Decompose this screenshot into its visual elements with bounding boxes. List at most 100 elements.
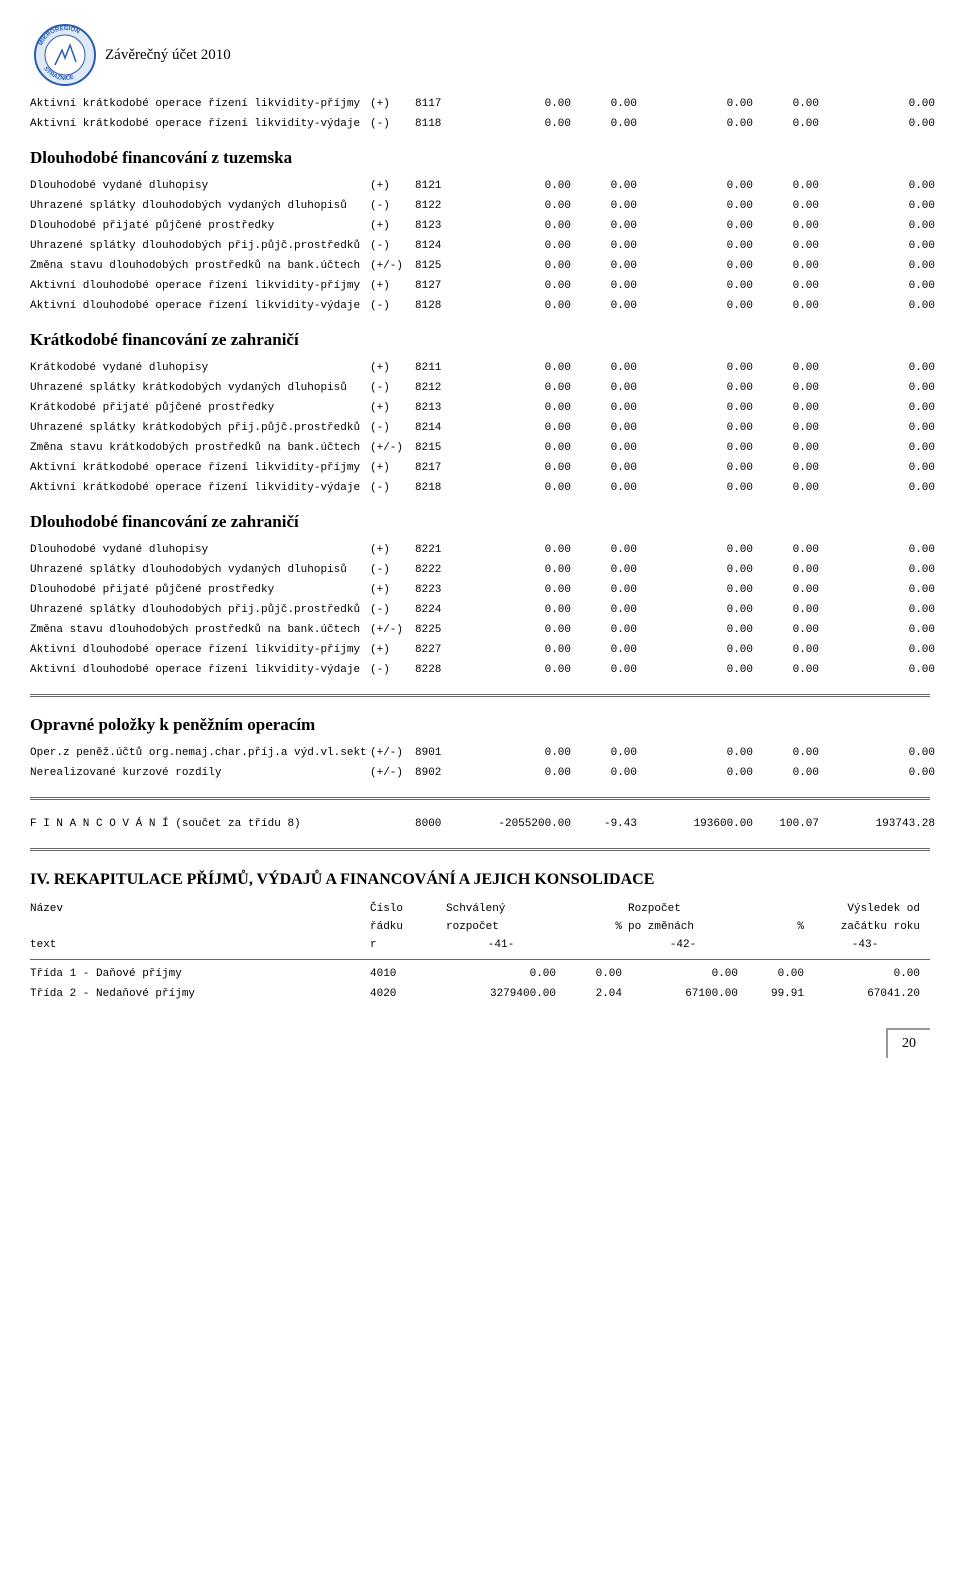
row-c2: 0.00	[571, 462, 637, 474]
row-c3: 0.00	[637, 200, 753, 212]
row-c4: 0.00	[753, 422, 819, 434]
row-label: Aktivní dlouhodobé operace řízení likvid…	[30, 280, 370, 292]
row-sign: (-)	[370, 300, 415, 312]
row-c5: 0.00	[819, 260, 935, 272]
row-c3: 0.00	[637, 422, 753, 434]
row-c3: 0.00	[637, 624, 753, 636]
row-c1: 3279400.00	[440, 988, 556, 1000]
row-sign: (+)	[370, 362, 415, 374]
row-c4: 0.00	[753, 118, 819, 130]
row-c2: 0.00	[571, 544, 637, 556]
row-c4: 0.00	[753, 564, 819, 576]
row-code: 8124	[415, 240, 455, 252]
row-c4: 0.00	[753, 200, 819, 212]
total-row: F I N A N C O V Á N Í (součet za třídu 8…	[30, 818, 930, 830]
row-c4: 0.00	[753, 664, 819, 676]
h-rozpocet: Rozpočet	[622, 903, 738, 915]
row-c5: 0.00	[819, 362, 935, 374]
row-c2: 0.00	[571, 747, 637, 759]
row-sign: (+)	[370, 180, 415, 192]
row-label: Dlouhodobé vydané dluhopisy	[30, 180, 370, 192]
row-code: 8122	[415, 200, 455, 212]
row-c3: 0.00	[637, 584, 753, 596]
table-row: Změna stavu dlouhodobých prostředků na b…	[30, 260, 930, 272]
row-code: 8221	[415, 544, 455, 556]
row-c5: 0.00	[819, 382, 935, 394]
row-c5: 0.00	[819, 482, 935, 494]
row-code: 8902	[415, 767, 455, 779]
row-c4: 0.00	[753, 644, 819, 656]
total-label: F I N A N C O V Á N Í (součet za třídu 8…	[30, 818, 370, 830]
row-label: Uhrazené splátky dlouhodobých přij.půjč.…	[30, 604, 370, 616]
row-c5: 0.00	[819, 624, 935, 636]
row-c5: 0.00	[819, 767, 935, 779]
divider	[30, 797, 930, 800]
row-c1: 0.00	[455, 544, 571, 556]
row-c5: 0.00	[819, 280, 935, 292]
divider	[30, 848, 930, 851]
document-header: MIKROREGION STRÁŽNICE Závěrečný účet 201…	[30, 20, 930, 90]
table-row: Uhrazené splátky dlouhodobých přij.půjč.…	[30, 240, 930, 252]
row-sign: (+)	[370, 644, 415, 656]
section-dlouho-zahranici: Dlouhodobé financování ze zahraničí	[30, 512, 930, 532]
row-c5: 0.00	[819, 584, 935, 596]
total-c1: -2055200.00	[455, 818, 571, 830]
recap-header-2: řádku rozpočet % po změnách % začátku ro…	[30, 921, 930, 933]
h-r: r	[370, 939, 440, 951]
h-42: -42-	[622, 939, 738, 951]
row-code: 8215	[415, 442, 455, 454]
row-c1: 0.00	[455, 402, 571, 414]
row-c4: 0.00	[753, 98, 819, 110]
row-c4: 0.00	[753, 362, 819, 374]
row-c4: 0.00	[753, 584, 819, 596]
row-c5: 0.00	[819, 604, 935, 616]
row-label: Třída 1 - Daňové příjmy	[30, 968, 370, 980]
row-label: Aktivní krátkodobé operace řízení likvid…	[30, 482, 370, 494]
row-c3: 0.00	[637, 442, 753, 454]
h-43: -43-	[804, 939, 920, 951]
row-c3: 0.00	[637, 98, 753, 110]
row-c1: 0.00	[455, 300, 571, 312]
row-label: Nerealizované kurzové rozdíly	[30, 767, 370, 779]
row-c1: 0.00	[455, 422, 571, 434]
row-label: Aktivní dlouhodobé operace řízení likvid…	[30, 664, 370, 676]
row-code: 8128	[415, 300, 455, 312]
row-c4: 0.00	[753, 300, 819, 312]
row-sign: (-)	[370, 422, 415, 434]
h-rozpocet2: rozpočet	[440, 921, 556, 933]
row-label: Aktivní krátkodobé operace řízení likvid…	[30, 462, 370, 474]
row-sign: (+/-)	[370, 767, 415, 779]
row-c4: 0.00	[738, 968, 804, 980]
row-c2: 0.00	[571, 584, 637, 596]
row-c3: 0.00	[637, 220, 753, 232]
row-label: Uhrazené splátky dlouhodobých vydaných d…	[30, 200, 370, 212]
table-row: Dlouhodobé vydané dluhopisy(+)81210.000.…	[30, 180, 930, 192]
row-c4: 0.00	[753, 604, 819, 616]
row-c2: 0.00	[571, 624, 637, 636]
row-c3: 0.00	[637, 644, 753, 656]
row-c3: 0.00	[637, 564, 753, 576]
row-code: 8123	[415, 220, 455, 232]
row-c2: 0.00	[571, 482, 637, 494]
row-c5: 0.00	[819, 422, 935, 434]
row-sign: (-)	[370, 382, 415, 394]
row-c1: 0.00	[455, 564, 571, 576]
row-c5: 0.00	[819, 402, 935, 414]
row-c3: 0.00	[637, 180, 753, 192]
row-sign: (+/-)	[370, 747, 415, 759]
row-c1: 0.00	[455, 644, 571, 656]
row-c2: 0.00	[556, 968, 622, 980]
table-row: Uhrazené splátky krátkodobých vydaných d…	[30, 382, 930, 394]
row-label: Změna stavu krátkodobých prostředků na b…	[30, 442, 370, 454]
row-c3: 0.00	[637, 280, 753, 292]
row-code: 8223	[415, 584, 455, 596]
row-c3: 0.00	[637, 240, 753, 252]
row-c4: 0.00	[753, 180, 819, 192]
row-c2: 0.00	[571, 664, 637, 676]
row-label: Aktivní krátkodobé operace řízení likvid…	[30, 98, 370, 110]
table-row: Dlouhodobé přijaté půjčené prostředky(+)…	[30, 220, 930, 232]
section-opravne: Opravné položky k peněžním operacím	[30, 715, 930, 735]
row-c5: 0.00	[819, 300, 935, 312]
h-schvaleny: Schválený	[440, 903, 556, 915]
table-row: Uhrazené splátky dlouhodobých vydaných d…	[30, 200, 930, 212]
